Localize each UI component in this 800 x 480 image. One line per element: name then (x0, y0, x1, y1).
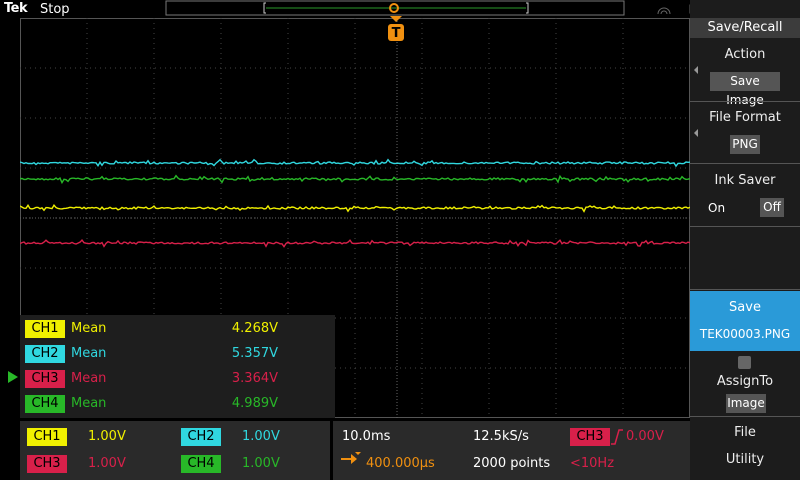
trigger-marker: T (388, 16, 404, 41)
menu-file-format[interactable]: File Format PNG (690, 103, 800, 163)
menu-value: Image (726, 394, 766, 413)
horizontal-position: 400.000µs (366, 456, 435, 471)
ch-badge: CH2 (181, 428, 221, 446)
waveform (20, 158, 690, 168)
meas-channel: CH2 (25, 345, 65, 363)
trigger-frequency: <10Hz (570, 456, 615, 471)
ink-saver-on: On (708, 201, 726, 215)
record-bar (165, 0, 625, 16)
menu-label: Ink Saver (714, 173, 776, 188)
brand: Tek (4, 1, 28, 16)
trigger-pos (389, 3, 399, 13)
menu-value: PNG (730, 135, 760, 154)
ch-scale: 1.00V (242, 456, 280, 471)
menu-action[interactable]: Action Save Image (690, 40, 800, 107)
menu-assign-to[interactable]: AssignTo Image (690, 353, 800, 415)
menu-value: TEK00003.PNG (699, 327, 791, 341)
record-length: 2000 points (473, 456, 551, 471)
menu-value: Save Image (710, 72, 780, 107)
meas-label: Mean (71, 321, 107, 336)
meas-value: 3.364V (231, 371, 278, 386)
sample-rate: 12.5kS/s (473, 429, 529, 444)
menu-file-utility[interactable]: File Utility (690, 418, 800, 480)
waveform (20, 174, 690, 185)
acq-status: Stop (40, 2, 70, 17)
ch-badge: CH3 (27, 455, 67, 473)
trigger-label: T (392, 26, 401, 41)
ch-ground-marker (8, 371, 18, 383)
meas-label: Mean (71, 371, 107, 386)
meas-value: 5.357V (231, 346, 278, 361)
menu-label: File (734, 425, 756, 440)
ch-badge: CH4 (181, 455, 221, 473)
menu-title: Save/Recall (690, 18, 800, 38)
ch-scale: 1.00V (242, 429, 280, 444)
meas-value: 4.989V (231, 396, 278, 411)
meas-label: Mean (71, 396, 107, 411)
ch-badge: CH1 (27, 428, 67, 446)
acquisition-panel[interactable]: 10.0ms 12.5kS/s 400.000µs 2000 points CH… (333, 421, 690, 480)
measurement-table: CH1 Mean 4.268V CH2 Mean 5.357V CH3 Mean… (20, 315, 335, 418)
meas-channel: CH1 (25, 320, 65, 338)
ch-scale: 1.00V (88, 429, 126, 444)
menu-ink-saver[interactable]: Ink Saver On Off (690, 165, 800, 225)
meas-channel: CH4 (25, 395, 65, 413)
menu-value: Utility (725, 452, 765, 467)
menu-label: Action (724, 47, 766, 62)
edge-icon (611, 429, 623, 445)
meas-channel: CH3 (25, 370, 65, 388)
channel-panel[interactable]: CH1 1.00V CH2 1.00V CH3 1.00V CH4 1.00V (20, 421, 330, 480)
trigger-source: CH3 (570, 428, 610, 446)
graticule (20, 18, 690, 418)
menu-label: Save (729, 300, 761, 315)
ink-saver-off: Off (760, 198, 784, 217)
record-frame (165, 0, 625, 16)
menu-label: File Format (709, 110, 781, 125)
trigger-level: 0.00V (626, 429, 664, 444)
menu-label: AssignTo (716, 374, 774, 389)
menu-save[interactable]: Save TEK00003.PNG (690, 291, 800, 351)
meas-value: 4.268V (231, 321, 278, 336)
view-brackets (263, 2, 529, 14)
waveform (20, 239, 690, 248)
time-scale: 10.0ms (342, 429, 391, 444)
position-arrow (341, 452, 361, 464)
meas-label: Mean (71, 346, 107, 361)
ch-scale: 1.00V (88, 456, 126, 471)
waveform (20, 204, 690, 213)
assign-icon (738, 356, 751, 369)
